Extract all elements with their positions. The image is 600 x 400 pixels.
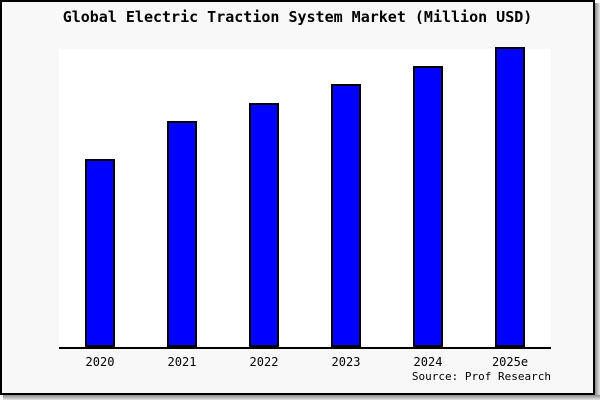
bar-column-2024 bbox=[387, 49, 469, 347]
bar-column-2021 bbox=[141, 49, 223, 347]
bar-2022 bbox=[249, 103, 279, 347]
bar-column-2025e bbox=[469, 47, 551, 347]
plot-area bbox=[59, 47, 551, 349]
bar-column-2022 bbox=[223, 49, 305, 347]
x-tick-label-2023: 2023 bbox=[331, 355, 361, 369]
x-tick-label-2020: 2020 bbox=[85, 355, 115, 369]
bar-2025e bbox=[495, 47, 525, 347]
drop-shadow-bottom bbox=[3, 395, 600, 400]
chart-title: Global Electric Traction System Market (… bbox=[62, 8, 533, 26]
x-tick-label-2024: 2024 bbox=[413, 355, 443, 369]
chart-canvas: Global Electric Traction System Market (… bbox=[0, 0, 595, 395]
bar-2020 bbox=[85, 159, 115, 347]
x-tick-label-2022: 2022 bbox=[249, 355, 279, 369]
bar-2024 bbox=[413, 66, 443, 347]
bar-column-2020 bbox=[59, 49, 141, 347]
bar-2021 bbox=[167, 121, 197, 347]
bar-column-2023 bbox=[305, 49, 387, 347]
x-tick-label-2025e: 2025e bbox=[491, 355, 529, 369]
source-credit: Source: Prof Research bbox=[411, 370, 551, 383]
drop-shadow-right bbox=[595, 3, 600, 400]
bar-2023 bbox=[331, 84, 361, 347]
x-tick-label-2021: 2021 bbox=[167, 355, 197, 369]
x-axis-labels: 2020 2021 2022 2023 2024 2025e bbox=[59, 355, 551, 369]
